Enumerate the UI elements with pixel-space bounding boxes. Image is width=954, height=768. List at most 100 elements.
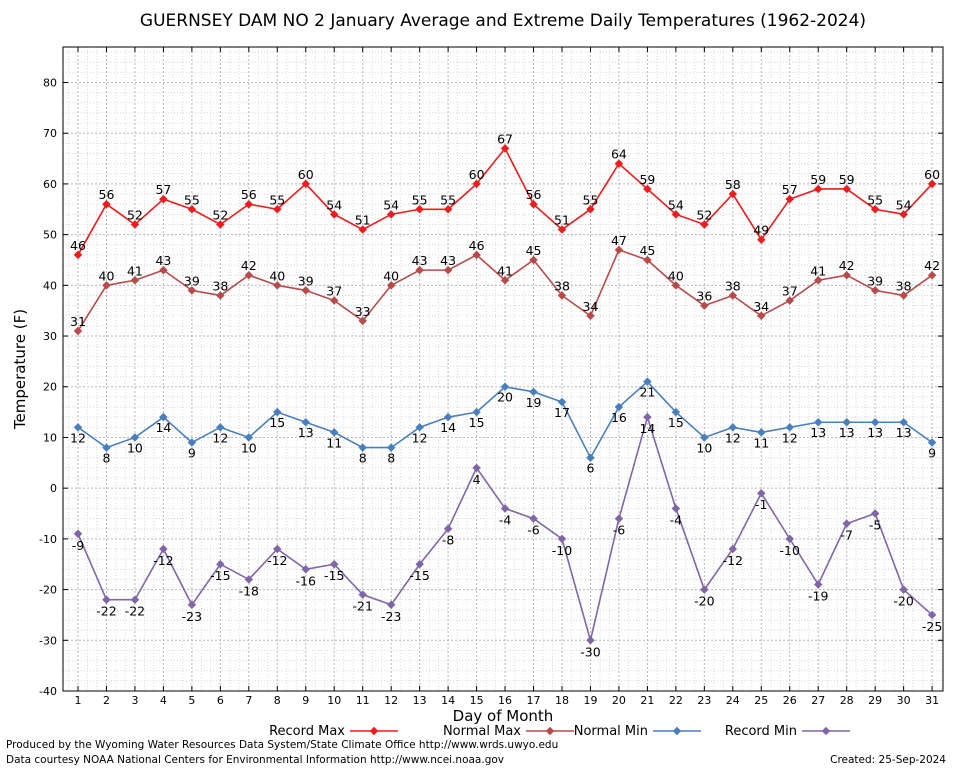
data-point-normal-min <box>187 438 197 447</box>
data-point-normal-max <box>557 291 567 300</box>
data-label-normal-min: 13 <box>298 425 314 440</box>
data-label-normal-max: 43 <box>155 253 171 268</box>
data-label-normal-max: 38 <box>554 278 570 293</box>
x-tick-label: 28 <box>840 694 854 707</box>
y-axis-label: Temperature (F) <box>11 309 29 430</box>
data-label-normal-max: 38 <box>896 278 912 293</box>
data-label-normal-max: 34 <box>583 299 599 314</box>
legend-marker-record-max <box>369 726 379 736</box>
data-label-record-min: -20 <box>694 594 714 609</box>
data-point-normal-min <box>358 443 367 452</box>
data-label-record-max: 64 <box>611 147 627 162</box>
data-label-normal-max: 39 <box>867 273 883 288</box>
data-point-normal-max <box>728 291 738 300</box>
x-tick-label: 1 <box>75 694 82 707</box>
data-point-normal-min <box>73 423 83 432</box>
data-label-record-min: -7 <box>840 528 852 543</box>
data-point-normal-min <box>785 423 794 432</box>
data-point-record-min <box>842 519 851 528</box>
data-label-normal-min: 10 <box>127 440 143 455</box>
data-label-record-max: 51 <box>554 213 570 228</box>
data-label-normal-min: 8 <box>359 451 367 466</box>
data-label-normal-max: 34 <box>753 299 769 314</box>
x-tick-label: 30 <box>897 694 911 707</box>
y-tick-label: -40 <box>39 685 57 698</box>
data-label-record-max: 57 <box>155 182 171 197</box>
data-point-record-max <box>216 220 225 229</box>
data-label-record-min: -30 <box>580 644 600 659</box>
data-label-normal-min: 10 <box>241 440 257 455</box>
data-point-normal-max <box>102 281 111 290</box>
data-point-record-min <box>273 544 282 554</box>
legend-label-record-max: Record Max <box>269 724 345 739</box>
data-label-normal-min: 15 <box>469 415 485 430</box>
data-label-record-min: -21 <box>352 599 372 614</box>
legend-label-normal-max: Normal Max <box>443 724 521 739</box>
data-label-record-max: 54 <box>668 197 684 212</box>
data-label-record-min: -10 <box>552 543 572 558</box>
data-point-normal-max <box>586 311 595 320</box>
data-label-record-max: 55 <box>412 192 428 207</box>
data-point-record-max <box>329 210 339 219</box>
data-point-normal-max <box>443 265 453 275</box>
x-tick-label: 17 <box>527 694 541 707</box>
data-point-normal-min <box>671 407 681 417</box>
data-point-record-min <box>415 559 424 569</box>
data-label-normal-max: 39 <box>298 273 314 288</box>
data-point-normal-min <box>899 418 908 427</box>
footer-created: Created: 25-Sep-2024 <box>830 754 946 766</box>
data-point-normal-max <box>757 311 766 320</box>
data-point-record-min <box>329 559 339 569</box>
data-label-normal-max: 42 <box>924 258 940 273</box>
data-point-record-max <box>386 210 396 219</box>
data-label-record-max: 59 <box>810 172 826 187</box>
data-point-record-min <box>927 610 937 620</box>
data-point-normal-max <box>700 301 709 310</box>
data-label-record-min: -12 <box>723 553 743 568</box>
data-label-normal-min: 15 <box>269 415 285 430</box>
data-point-record-min <box>386 600 396 610</box>
data-point-normal-min <box>643 377 652 386</box>
data-point-normal-min <box>216 423 225 432</box>
x-tick-label: 27 <box>811 694 825 707</box>
data-label-normal-min: 17 <box>554 405 570 420</box>
data-label-record-min: -22 <box>96 604 116 619</box>
data-label-normal-max: 37 <box>326 284 342 299</box>
data-label-record-max: 54 <box>896 197 912 212</box>
data-point-normal-min <box>614 402 624 412</box>
data-label-normal-max: 42 <box>241 258 257 273</box>
data-label-normal-max: 47 <box>611 233 627 248</box>
data-label-record-max: 56 <box>99 187 115 202</box>
data-label-normal-max: 43 <box>440 253 456 268</box>
legend-label-record-min: Record Min <box>725 724 797 739</box>
data-point-record-max <box>358 225 367 234</box>
x-tick-label: 7 <box>245 694 252 707</box>
data-label-normal-min: 10 <box>696 440 712 455</box>
data-point-normal-min <box>130 433 140 442</box>
data-label-normal-max: 41 <box>127 263 143 278</box>
data-point-normal-max <box>187 286 197 295</box>
data-label-record-min: -22 <box>125 604 145 619</box>
data-label-record-max: 59 <box>839 172 855 187</box>
y-tick-label: 80 <box>43 76 57 89</box>
data-point-record-min <box>870 509 880 518</box>
data-label-record-min: -19 <box>808 589 828 604</box>
data-point-normal-max <box>870 286 880 295</box>
x-tick-label: 20 <box>612 694 626 707</box>
x-tick-label: 23 <box>697 694 711 707</box>
data-label-record-max: 55 <box>583 192 599 207</box>
data-label-normal-min: 16 <box>611 410 627 425</box>
data-point-normal-min <box>927 438 937 447</box>
data-point-normal-max <box>329 296 339 305</box>
data-label-record-min: -23 <box>381 609 401 624</box>
data-label-record-min: -12 <box>153 553 173 568</box>
data-label-record-min: 14 <box>639 421 655 436</box>
data-label-normal-min: 14 <box>155 420 171 435</box>
data-label-normal-min: 12 <box>782 430 798 445</box>
legend-label-normal-min: Normal Min <box>574 724 648 739</box>
data-label-record-max: 46 <box>70 238 86 253</box>
x-tick-label: 14 <box>441 694 455 707</box>
data-label-record-max: 54 <box>383 197 399 212</box>
data-label-record-max: 59 <box>639 172 655 187</box>
